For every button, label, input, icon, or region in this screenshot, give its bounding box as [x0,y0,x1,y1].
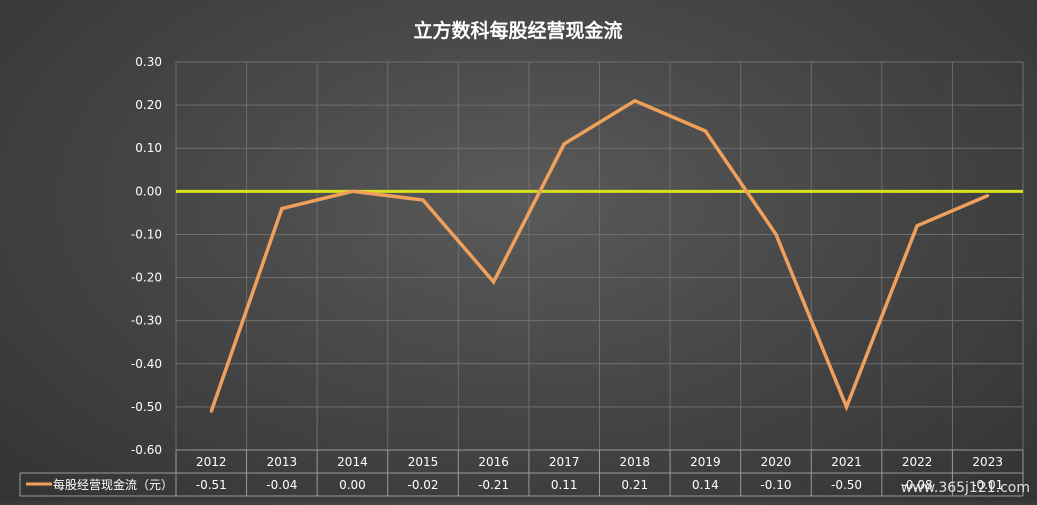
data-label: 0.14 [692,478,719,492]
y-tick-label: -0.40 [131,357,162,371]
y-axis: 0.30 0.20 0.10 0.00 -0.10 -0.20 -0.30 -0.40 -0.5… [131,55,162,457]
legend-label: 每股经营现金流（元） [53,477,173,492]
data-label: -0.02 [408,478,439,492]
x-tick-label: 2019 [690,455,721,469]
data-point [915,224,919,228]
x-tick-label: 2021 [831,455,862,469]
x-tick-label: 2017 [549,455,580,469]
data-label: -0.08 [902,478,933,492]
x-tick-label: 2023 [972,455,1003,469]
data-point [280,207,284,211]
grid [175,61,1024,451]
data-point [421,198,425,202]
data-label: 0.21 [621,478,648,492]
data-point [633,99,637,103]
data-table: 2012 2013 2014 2015 2016 2017 2018 2019 2020 2021… [19,449,1024,497]
data-label: -0.50 [831,478,862,492]
data-label: -0.10 [760,478,791,492]
y-tick-label: -0.60 [131,443,162,457]
x-tick-label: 2020 [761,455,792,469]
x-tick-label: 2015 [408,455,439,469]
series-layer [209,98,990,413]
y-tick-label: 0.30 [135,55,162,69]
x-tick-label: 2014 [337,455,368,469]
data-point [845,405,849,409]
y-tick-label: -0.10 [131,227,162,241]
x-tick-label: 2018 [620,455,651,469]
x-tick-label: 2016 [478,455,509,469]
y-tick-label: 0.20 [135,98,162,112]
data-point [209,409,213,413]
data-label: -0.21 [478,478,509,492]
y-tick-label: -0.30 [131,314,162,328]
y-tick-label: 0.00 [135,184,162,198]
series-line [209,98,989,412]
x-tick-label: 2012 [196,455,227,469]
data-label: 0.11 [551,478,578,492]
data-point [562,142,566,146]
data-point [774,232,778,236]
data-point [986,194,990,198]
y-tick-label: 0.10 [135,141,162,155]
data-label: -0.01 [972,478,1003,492]
y-tick-label: -0.20 [131,271,162,285]
x-tick-label: 2013 [267,455,298,469]
data-label: -0.51 [196,478,227,492]
data-point [703,129,707,133]
data-point [492,280,496,284]
chart-title: 立方数科每股经营现金流 [413,19,622,42]
watermark-text: www.365j121.com [901,480,1030,496]
data-label: 0.00 [339,478,366,492]
data-point [350,189,354,193]
data-label: -0.04 [266,478,297,492]
x-tick-label: 2022 [902,455,933,469]
y-tick-label: -0.50 [131,400,162,414]
